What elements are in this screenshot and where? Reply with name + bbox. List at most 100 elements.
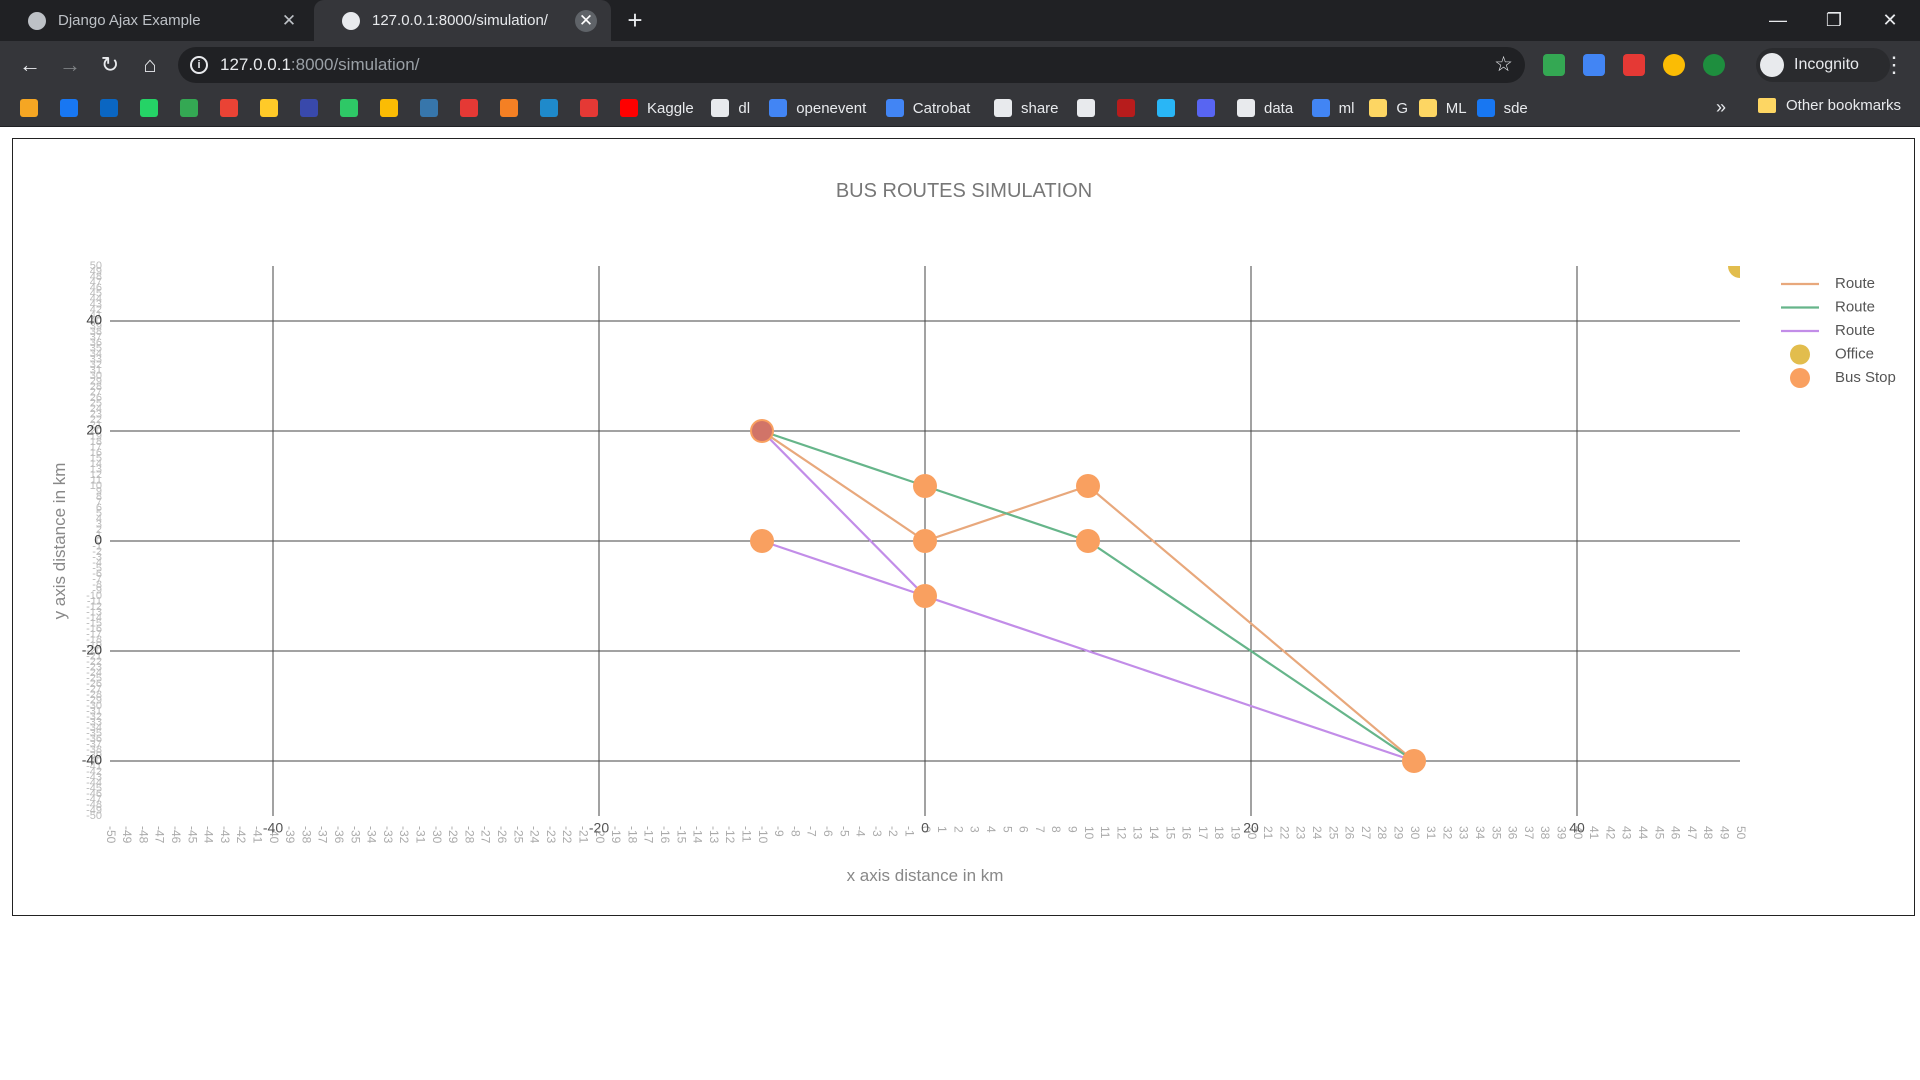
- bookmark-sde[interactable]: sde: [1476, 97, 1528, 119]
- x-minor-tick-label: 27: [1359, 826, 1373, 840]
- bookmark-gmail[interactable]: [220, 97, 238, 119]
- bookmark-ml[interactable]: ml: [1311, 97, 1354, 119]
- bookmark-python[interactable]: [420, 97, 438, 119]
- legend-label: Route: [1835, 298, 1875, 315]
- x-minor-tick-label: 18: [1212, 826, 1226, 840]
- x-minor-tick-label: 26: [1343, 826, 1357, 840]
- bookmark-openevent[interactable]: openevent: [769, 97, 866, 119]
- x-minor-tick-label: -7: [805, 826, 819, 837]
- color-extension-icon[interactable]: [1663, 54, 1685, 76]
- bookmark-kaggle[interactable]: Kaggle: [620, 97, 694, 119]
- x-minor-tick-label: 46: [1669, 826, 1683, 840]
- x-minor-tick-label: 45: [1652, 826, 1666, 840]
- x-minor-tick-label: 50: [1734, 826, 1748, 840]
- y-minor-tick-label: 39: [90, 320, 102, 332]
- tab-django-ajax-example[interactable]: Django Ajax Example ✕: [0, 0, 314, 41]
- x-minor-tick-label: 11: [1098, 826, 1112, 839]
- bookmark-whatsapp[interactable]: [140, 97, 158, 119]
- bookmark-discord[interactable]: [1197, 97, 1215, 119]
- translate-extension-icon[interactable]: [1583, 54, 1605, 76]
- x-minor-tick-label: -4: [854, 826, 868, 837]
- bookmark-globe[interactable]: [300, 97, 318, 119]
- close-icon[interactable]: ✕: [575, 9, 597, 32]
- y-minor-tick-label: 43: [90, 298, 102, 310]
- y-minor-tick-label: -24: [86, 667, 102, 679]
- bookmark-drive[interactable]: [180, 97, 198, 119]
- x-minor-tick-label: -48: [136, 826, 150, 844]
- y-minor-tick-label: 41: [90, 309, 102, 321]
- restore-button[interactable]: ❐: [1825, 10, 1843, 30]
- x-minor-tick-label: -15: [674, 826, 688, 844]
- back-button[interactable]: ←: [19, 52, 41, 77]
- y-minor-tick-label: -27: [86, 683, 102, 695]
- x-tick-label: 0: [921, 820, 929, 836]
- profile-button[interactable]: Incognito: [1756, 48, 1890, 82]
- bookmark-facebook[interactable]: [60, 97, 78, 119]
- x-minor-tick-label: 15: [1163, 826, 1177, 840]
- folder-icon: [1758, 98, 1776, 113]
- shield-extension-icon[interactable]: [1543, 54, 1565, 76]
- codeforces-icon: [540, 99, 558, 117]
- bookmark-stackoverflow[interactable]: [500, 97, 518, 119]
- x-minor-tick-label: -20: [593, 826, 607, 844]
- menu-button[interactable]: ⋮: [1883, 52, 1905, 77]
- y-minor-tick-label: 33: [90, 353, 102, 365]
- stackoverflow-icon: [500, 99, 518, 117]
- y-minor-tick-label: 1: [96, 529, 102, 541]
- tab-simulation[interactable]: 127.0.0.1:8000/simulation/ ✕: [314, 0, 611, 41]
- bookmark-compass[interactable]: [1157, 97, 1175, 119]
- x-minor-tick-label: -10: [756, 826, 770, 844]
- x-minor-tick-label: -31: [414, 826, 428, 844]
- bookmark-k[interactable]: [580, 97, 598, 119]
- y-minor-tick-label: 27: [90, 386, 102, 398]
- bookmark-codeforces[interactable]: [540, 97, 558, 119]
- bookmark-ml[interactable]: ML: [1418, 97, 1467, 119]
- bookmark-firebase[interactable]: [260, 97, 278, 119]
- new-tab-button[interactable]: +: [627, 5, 643, 35]
- bookmark-share[interactable]: share: [994, 97, 1059, 119]
- x-minor-tick-label: 48: [1701, 826, 1715, 840]
- y-minor-tick-label: 34: [90, 348, 102, 360]
- y-minor-tick-label: 47: [90, 276, 102, 288]
- y-minor-tick-label: -39: [86, 749, 102, 761]
- reload-button[interactable]: ↻: [100, 52, 120, 77]
- x-minor-tick-label: 2: [951, 826, 965, 833]
- bookmark-star-icon[interactable]: ☆: [1494, 53, 1513, 76]
- bookmark-hackerrank[interactable]: [340, 97, 358, 119]
- bookmark-catrobat[interactable]: Catrobat: [885, 97, 970, 119]
- x-minor-tick-label: -6: [821, 826, 835, 837]
- bookmark-g[interactable]: G: [1369, 97, 1408, 119]
- bookmarks-overflow-button[interactable]: »: [1716, 97, 1727, 117]
- y-minor-tick-label: 22: [90, 414, 102, 426]
- y-tick-label: -40: [82, 752, 102, 768]
- bookmark-target[interactable]: [1117, 97, 1135, 119]
- y-minor-tick-label: -29: [86, 694, 102, 706]
- y-minor-tick-label: 20: [90, 425, 102, 437]
- green-extension-icon[interactable]: [1703, 54, 1725, 76]
- y-minor-tick-label: -5: [92, 562, 102, 574]
- home-button[interactable]: ⌂: [143, 52, 157, 77]
- other-bookmarks[interactable]: Other bookmarks: [1758, 97, 1901, 114]
- bookmark-hourglass[interactable]: [20, 97, 38, 119]
- close-window-button[interactable]: ✕: [1882, 10, 1898, 30]
- bookmark-linkedin[interactable]: [100, 97, 118, 119]
- x-minor-tick-label: -42: [234, 826, 248, 844]
- address-bar[interactable]: i 127.0.0.1:8000/simulation/ ☆: [178, 47, 1525, 83]
- bookmark-opsgenie[interactable]: [460, 97, 478, 119]
- media-extension-icon[interactable]: [1623, 54, 1645, 76]
- bookmark-stamp[interactable]: [1077, 97, 1095, 119]
- github-icon: [994, 99, 1012, 117]
- forward-button[interactable]: →: [59, 52, 81, 77]
- bookmark-keep[interactable]: [380, 97, 398, 119]
- x-minor-tick-label: -37: [316, 826, 330, 844]
- bookmark-dl[interactable]: dl: [711, 97, 750, 119]
- minimize-button[interactable]: —: [1769, 10, 1787, 30]
- close-icon[interactable]: ✕: [281, 10, 297, 30]
- x-minor-tick-label: 17: [1196, 826, 1210, 840]
- bus-stop-marker: [750, 529, 774, 553]
- info-icon[interactable]: i: [190, 56, 208, 74]
- bookmark-data[interactable]: data: [1237, 97, 1293, 119]
- legend-swatch-marker: [1790, 368, 1810, 388]
- url-text[interactable]: 127.0.0.1:8000/simulation/: [220, 55, 420, 74]
- x-minor-tick-label: 22: [1277, 826, 1291, 840]
